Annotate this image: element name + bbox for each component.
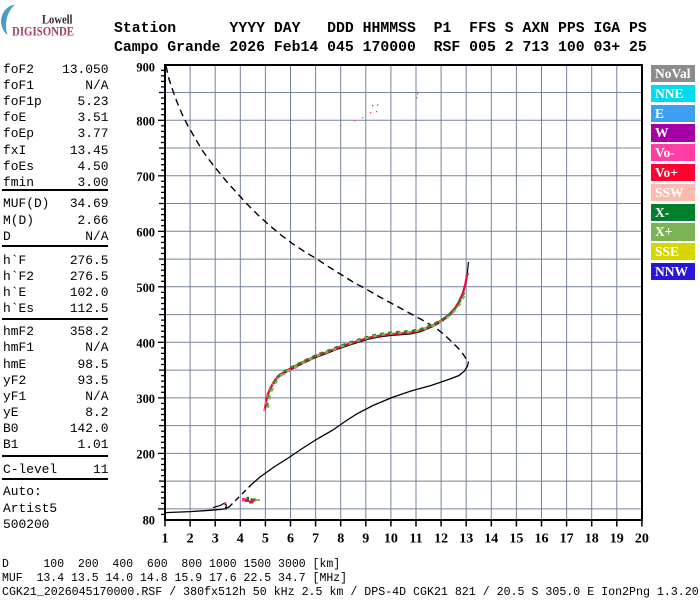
svg-text:20: 20 — [635, 532, 649, 547]
svg-text:12: 12 — [434, 532, 448, 547]
svg-text:10: 10 — [384, 532, 398, 547]
svg-text:13: 13 — [459, 532, 473, 547]
svg-text:4: 4 — [237, 532, 244, 547]
svg-text:600: 600 — [136, 226, 155, 240]
svg-text:15: 15 — [509, 532, 523, 547]
svg-text:14: 14 — [484, 532, 498, 547]
svg-text:2: 2 — [187, 532, 194, 547]
svg-text:8: 8 — [337, 532, 344, 547]
svg-text:9: 9 — [362, 532, 369, 547]
svg-text:900: 900 — [136, 60, 155, 74]
svg-text:Lowell: Lowell — [42, 13, 73, 27]
svg-text:80: 80 — [143, 514, 155, 528]
svg-text:800: 800 — [136, 115, 155, 129]
svg-text:500: 500 — [136, 281, 155, 295]
svg-text:6: 6 — [287, 532, 294, 547]
svg-text:16: 16 — [535, 532, 549, 547]
svg-text:700: 700 — [136, 170, 155, 184]
svg-text:200: 200 — [136, 448, 155, 462]
svg-text:300: 300 — [136, 392, 155, 406]
svg-text:5: 5 — [262, 532, 269, 547]
svg-text:1: 1 — [162, 532, 169, 547]
svg-text:3: 3 — [212, 532, 219, 547]
svg-text:19: 19 — [610, 532, 624, 547]
svg-text:11: 11 — [409, 532, 422, 547]
svg-text:DIGISONDE: DIGISONDE — [12, 25, 74, 39]
svg-text:18: 18 — [585, 532, 599, 547]
svg-text:17: 17 — [560, 532, 574, 547]
svg-text:7: 7 — [312, 532, 319, 547]
svg-text:400: 400 — [136, 337, 155, 351]
